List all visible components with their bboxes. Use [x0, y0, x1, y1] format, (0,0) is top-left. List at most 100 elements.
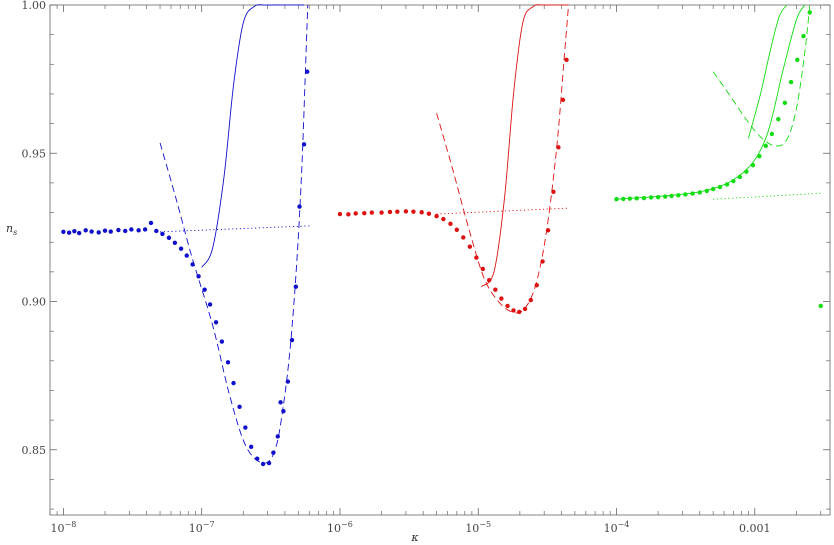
series-3-point [614, 197, 619, 202]
series-1-point [305, 69, 310, 74]
series-1-point [166, 235, 172, 240]
series-3-point [641, 195, 647, 201]
series-1-point [225, 360, 231, 365]
series-3-point [795, 57, 800, 63]
series-3-point [648, 195, 654, 200]
series-3-point [801, 33, 806, 39]
y-tick-label: 1.00 [22, 0, 47, 12]
series-3-point [737, 174, 743, 180]
series-3-point [717, 184, 723, 190]
x-tick-label: 0.001 [739, 522, 771, 535]
x-tick-label-base: 10 [189, 522, 203, 535]
series-1-point [275, 434, 280, 439]
series-2-point [434, 213, 439, 219]
series-layer [61, 4, 823, 467]
series-3-point [634, 196, 639, 201]
series-2-point [403, 209, 409, 214]
series-1-point [231, 380, 236, 386]
series-1-point [102, 228, 108, 233]
series-2-point [467, 244, 473, 249]
series-1-point [184, 253, 189, 258]
series-2-point [346, 212, 351, 217]
series-2-point [387, 209, 393, 215]
series-2-point [419, 210, 424, 215]
axes: 10−8 10−7 10−6 10−5 10−4 0.0010.850.900.951.0… [22, 0, 831, 535]
series-2-point [379, 210, 384, 215]
series-3-point [669, 193, 674, 199]
series-2-point [369, 210, 375, 215]
series-3-point [750, 162, 756, 168]
series-1-point [260, 461, 266, 467]
series-2-point [441, 216, 446, 222]
series-3-point [697, 190, 702, 195]
series-1-point [278, 400, 283, 405]
series-3-point [788, 79, 794, 85]
series-1-point [248, 444, 254, 449]
x-tick-label-base: 10 [327, 522, 341, 535]
series-2-point [564, 57, 569, 63]
series-3-point [731, 178, 736, 184]
series-2-point [461, 235, 466, 240]
series-2-point [556, 145, 561, 150]
series-3-point [807, 10, 812, 15]
x-tick-label-exp: −7 [203, 520, 215, 529]
series-3-point [782, 100, 788, 106]
series-1-point [190, 262, 195, 267]
series-1-point [293, 284, 299, 289]
series-3-solid-line-2 [748, 4, 788, 139]
series-1-point [207, 302, 213, 307]
series-2-point [528, 297, 533, 303]
series-1-dashed-line [159, 4, 309, 464]
y-tick-label: 0.85 [22, 444, 47, 457]
series-2 [337, 4, 569, 315]
series-1-point [285, 379, 291, 384]
series-2-point [505, 303, 510, 309]
series-1-point [281, 409, 286, 414]
series-2-point [448, 221, 453, 227]
series-1-point [237, 404, 242, 409]
series-1-point [160, 231, 165, 237]
series-1-point [148, 220, 154, 226]
series-3-point [757, 154, 762, 159]
series-1-point [266, 460, 272, 466]
series-2-point [545, 228, 551, 233]
series-3-dotted-line [713, 192, 821, 200]
series-3-point [710, 186, 716, 192]
series-3-point [776, 116, 781, 122]
x-tick-label-exp: −8 [65, 520, 77, 529]
y-axis-label-main: n [6, 222, 13, 235]
series-1-dotted-line [160, 225, 310, 233]
y-tick-label: 0.95 [22, 147, 47, 160]
series-1-point [108, 229, 113, 234]
y-axis-label-sub: s [13, 228, 17, 237]
series-1-point [289, 337, 295, 343]
series-3 [614, 4, 823, 309]
y-axis-label: ns [6, 222, 17, 237]
series-2-solid-line [480, 4, 569, 288]
x-tick-label-base: 10 [51, 522, 65, 535]
series-1-point [213, 320, 219, 325]
series-1-point [76, 230, 82, 236]
series-2-point [454, 227, 459, 232]
series-2-point [522, 306, 528, 312]
series-1-point [72, 229, 77, 234]
series-3-point [704, 188, 710, 194]
series-1-point [301, 142, 307, 147]
x-tick-label-base: 10 [604, 522, 618, 535]
series-3-point [621, 196, 626, 202]
series-3-solid-line [616, 4, 806, 200]
series-1-point [83, 228, 88, 233]
series-2-point [411, 209, 416, 214]
series-2-point [493, 287, 498, 292]
series-3-point [763, 143, 768, 149]
series-3-point [744, 169, 749, 174]
series-1-point [271, 450, 276, 455]
series-3-point [655, 194, 661, 200]
series-2-point [337, 211, 343, 217]
x-tick-label-exp: −5 [479, 520, 491, 529]
plot-frame [49, 4, 831, 516]
series-2-point [499, 296, 504, 301]
series-1-point [116, 227, 121, 233]
x-tick-label-base: 0.001 [739, 522, 771, 535]
